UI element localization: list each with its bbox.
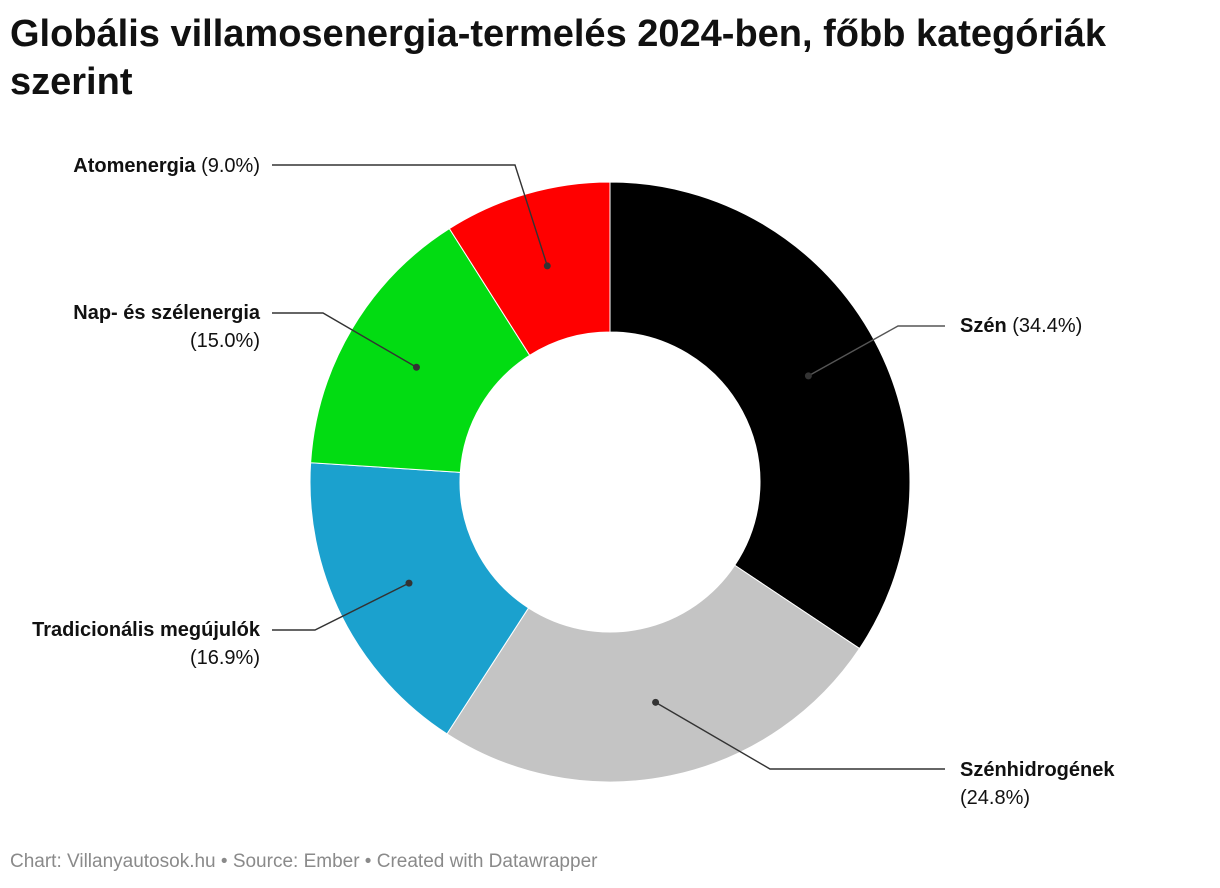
label-name: Tradicionális megújulók [32,619,260,641]
slice-1 [446,564,861,783]
chart-footer: Chart: Villanyautosok.hu • Source: Ember… [10,851,598,872]
label-szenhidrogenek: Szénhidrogének (24.8%) [960,756,1114,812]
label-tradicionalis-megujulok: Tradicionális megújulók (16.9%) [0,616,260,672]
leader-dot-2 [405,579,413,587]
leader-dot-4 [543,262,551,270]
slice-0 [609,181,911,650]
slice-2 [309,462,530,735]
label-nap-es-szelenergia: Nap- és szélenergia (15.0%) [73,299,260,355]
label-value: (15.0%) [189,330,260,352]
leader-dot-0 [804,372,812,380]
label-name: Atomenergia [73,155,196,177]
label-name: Szén [960,315,1007,337]
leader-dot-1 [652,698,660,706]
leader-line-1 [655,701,945,770]
label-name: Szénhidrogének [960,759,1115,781]
label-name: Nap- és szélenergia [73,302,260,324]
label-atomenergia: Atomenergia (9.0%) [73,152,260,180]
leader-line-2 [272,582,410,631]
label-value: (16.9%) [189,647,260,669]
slice-4 [448,181,611,356]
label-szen: Szén (34.4%) [960,312,1082,340]
leader-line-4 [272,164,548,267]
leader-line-0 [808,325,945,377]
label-value: (9.0%) [201,155,260,177]
label-value: (34.4%) [1012,315,1083,337]
leader-line-3 [272,312,417,368]
leader-dot-3 [412,363,420,371]
slice-3 [310,227,531,473]
chart-title: Globális villamosenergia-termelés 2024-b… [10,13,1107,103]
label-value: (24.8%) [960,787,1031,809]
